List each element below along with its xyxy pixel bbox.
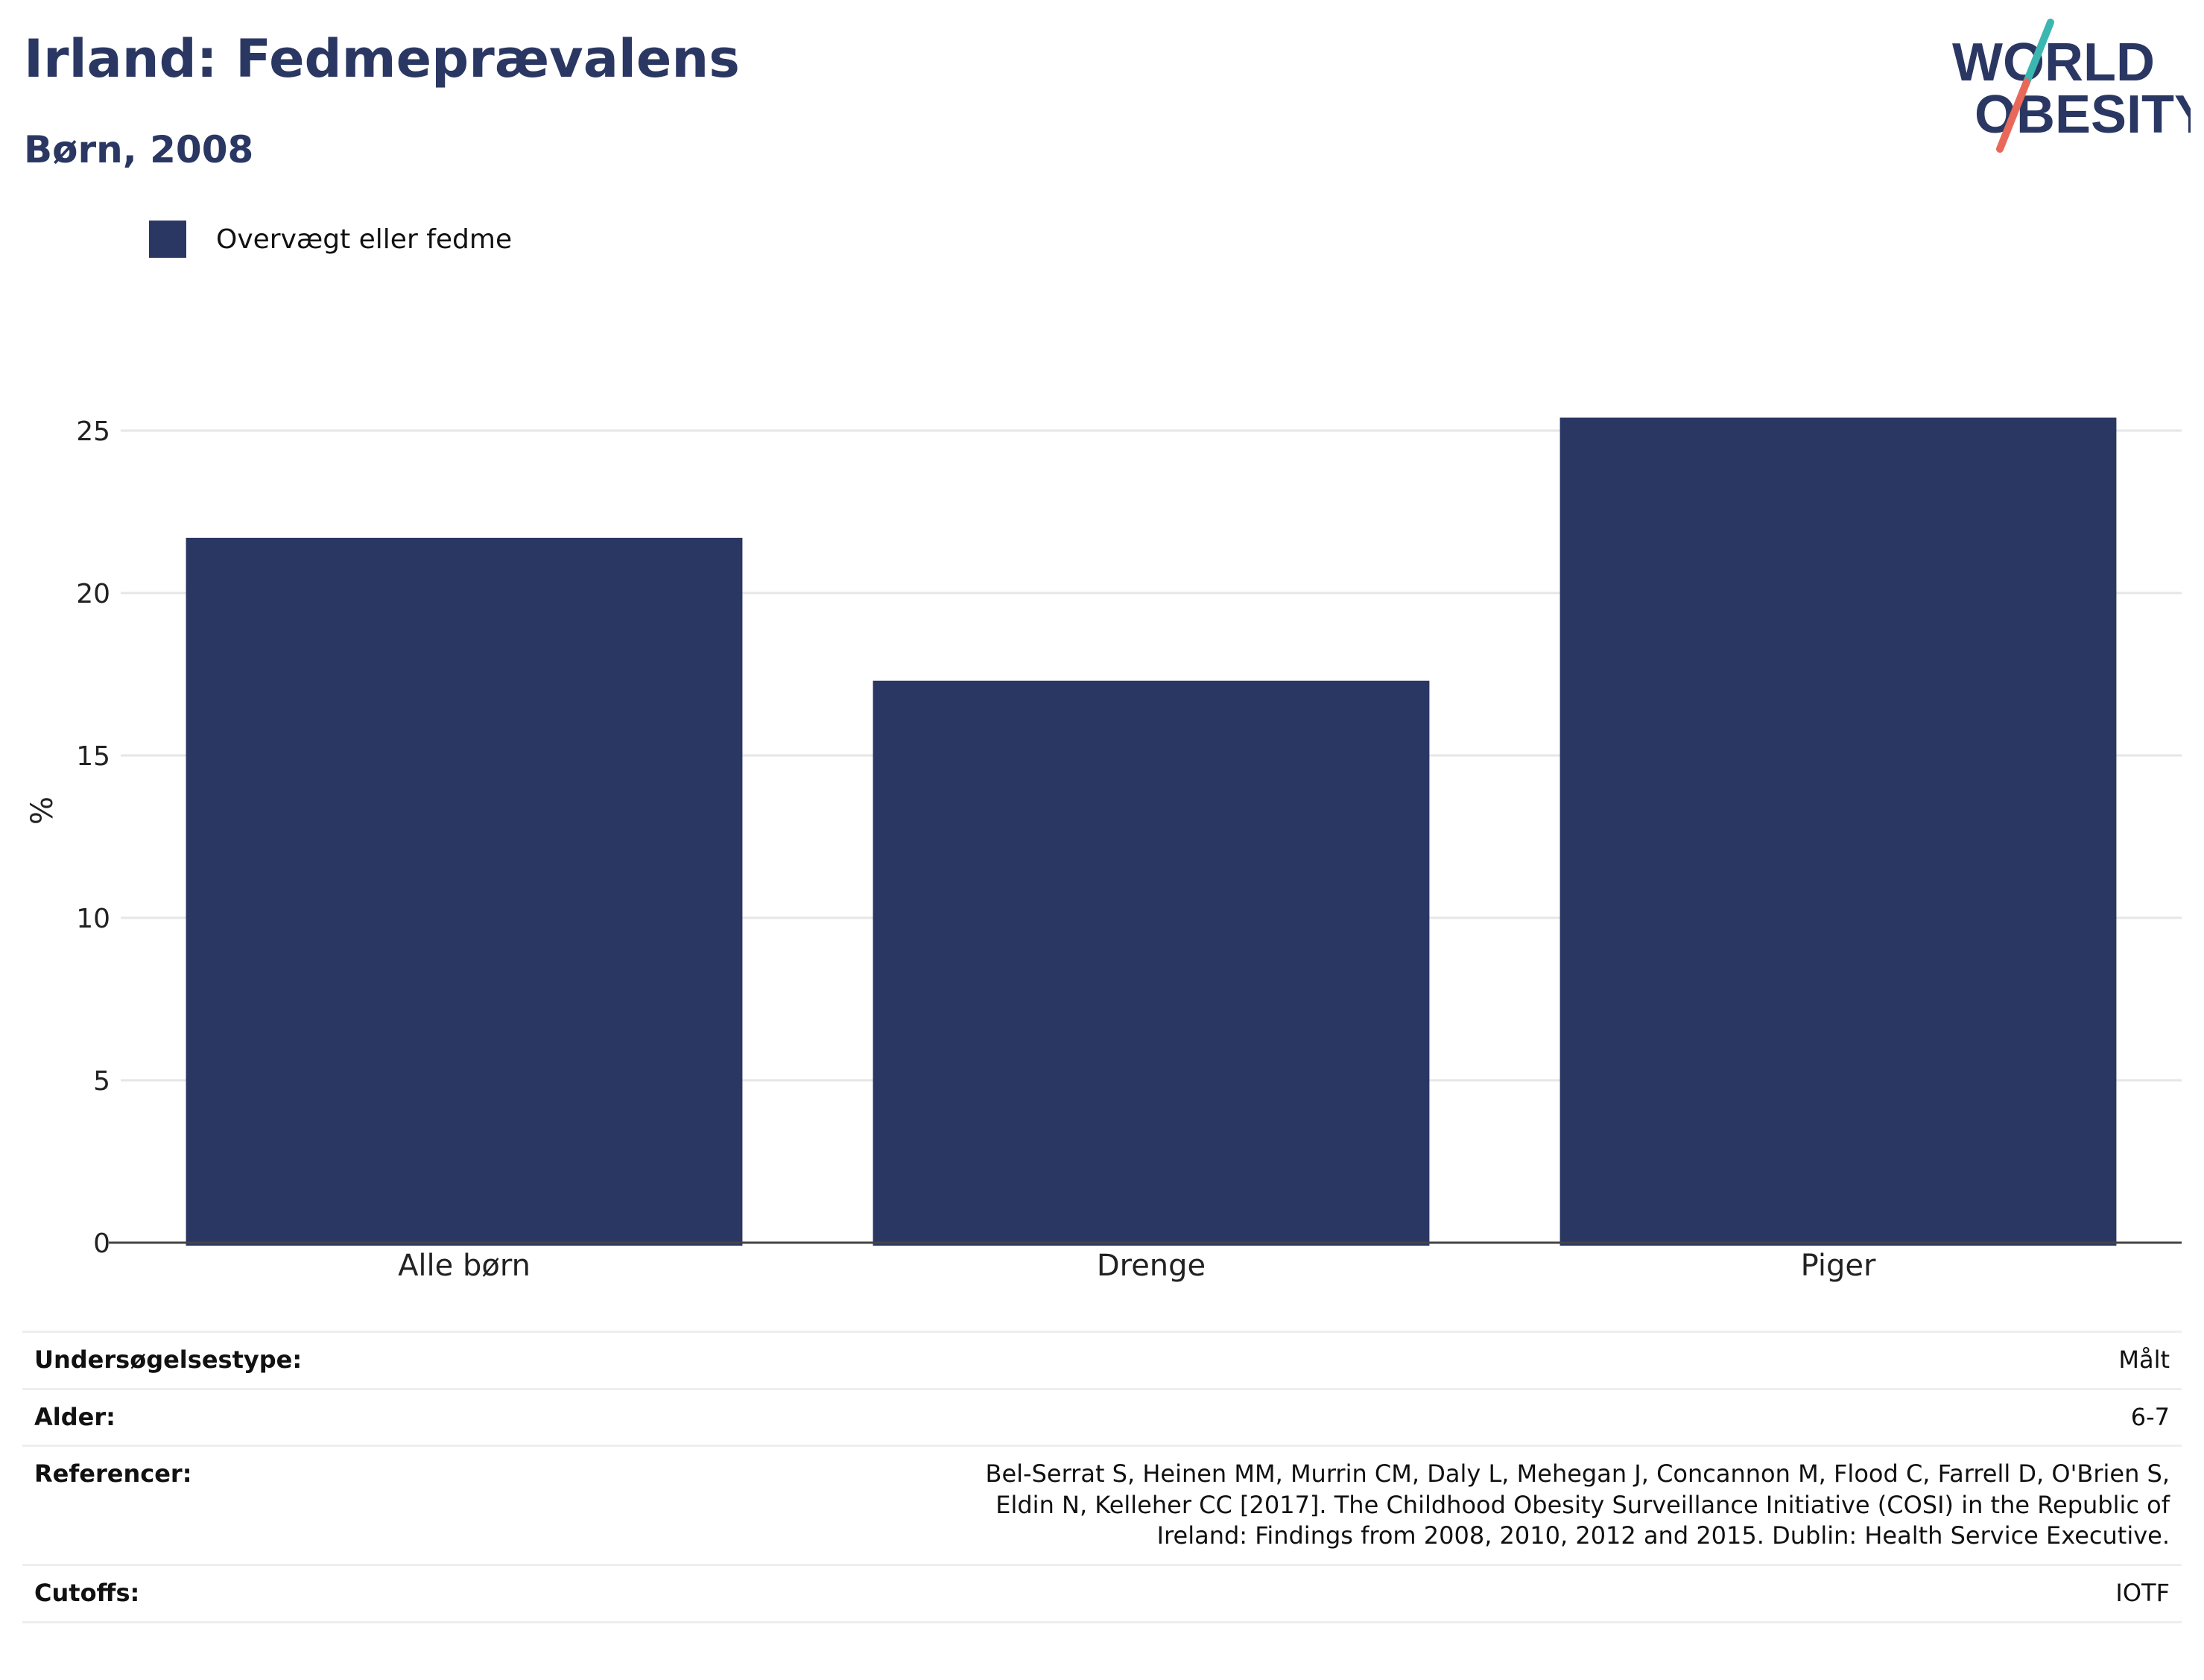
chart-title: Irland: Fedmeprævalens: [24, 28, 740, 89]
y-tick-label: 15: [76, 741, 110, 772]
legend[interactable]: Overvægt eller fedme: [149, 221, 512, 258]
bar-chart: 0 5 10 15 20 25% Alle børn Drenge Piger: [25, 416, 2182, 1283]
y-tick-label: 5: [93, 1066, 110, 1097]
info-row-survey-type: Undersøgelsestype: Målt: [22, 1331, 2182, 1390]
x-tick-label: Alle børn: [398, 1249, 531, 1283]
info-table: Undersøgelsestype: Målt Alder: 6-7 Refer…: [22, 1331, 2182, 1623]
info-value: 6-7: [463, 1387, 2182, 1448]
x-tick-label: Drenge: [1097, 1249, 1206, 1283]
y-tick-label: 10: [76, 904, 110, 934]
bar-1: [873, 680, 1430, 1246]
info-key: Referencer:: [22, 1445, 463, 1566]
info-value: Bel-Serrat S, Heinen MM, Murrin CM, Daly…: [463, 1445, 2182, 1566]
legend-label: Overvægt eller fedme: [216, 224, 513, 255]
bar-2: [1559, 417, 2117, 1246]
info-key: Undersøgelsestype:: [22, 1331, 463, 1390]
y-tick-label: 0: [93, 1229, 110, 1259]
info-value: Målt: [463, 1331, 2182, 1390]
world-obesity-logo: WORLD OBESITY: [1952, 19, 2191, 153]
y-tick-label: 25: [76, 416, 110, 447]
y-tick-label: 20: [76, 579, 110, 609]
logo-line-1: WORLD: [1952, 33, 2155, 92]
chart-subtitle: Børn, 2008: [24, 128, 254, 171]
info-row-cutoffs: Cutoffs: IOTF: [22, 1563, 2182, 1623]
logo-slash-teal: [2023, 19, 2054, 86]
logo-slash-coral: [1996, 78, 2030, 153]
info-key: Alder:: [22, 1387, 463, 1448]
info-value: IOTF: [463, 1563, 2182, 1623]
info-key: Cutoffs:: [22, 1563, 463, 1623]
y-axis-title: %: [25, 796, 60, 825]
info-row-age: Alder: 6-7: [22, 1387, 2182, 1448]
bar-0: [186, 537, 743, 1246]
x-tick-label: Piger: [1801, 1249, 1876, 1283]
legend-swatch: [149, 221, 186, 258]
info-row-references: Referencer: Bel-Serrat S, Heinen MM, Mur…: [22, 1445, 2182, 1566]
